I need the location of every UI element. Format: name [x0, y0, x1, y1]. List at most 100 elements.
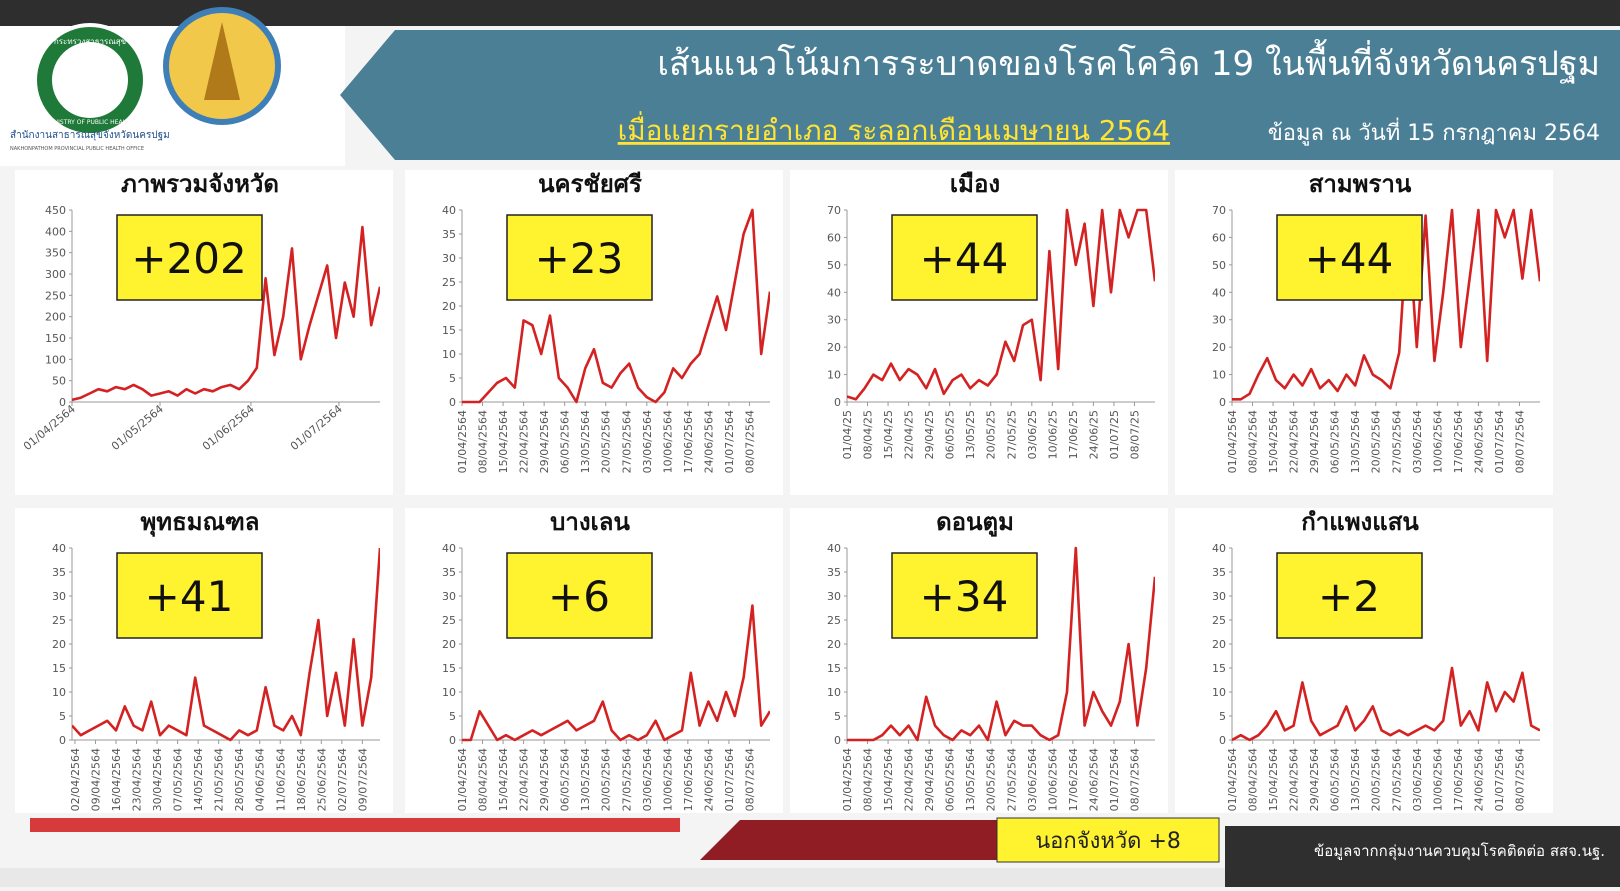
x-tick-label: 24/06/2564 — [702, 748, 715, 811]
y-tick-label: 70 — [1212, 204, 1226, 217]
x-tick-label: 06/05/2564 — [1329, 748, 1342, 811]
x-tick-label: 29/04/25 — [923, 410, 936, 459]
y-tick-label: 15 — [1212, 662, 1226, 675]
x-tick-label: 17/06/25 — [1067, 410, 1080, 459]
x-tick-label: 13/05/2564 — [579, 748, 592, 811]
x-tick-label: 06/05/2564 — [559, 748, 572, 811]
chart-title: พุทธมณฑล — [140, 508, 259, 538]
x-tick-label: 24/06/2564 — [1472, 410, 1485, 473]
y-tick-label: 35 — [442, 566, 456, 579]
x-tick-label: 08/04/2564 — [1247, 748, 1260, 811]
x-tick-label: 17/06/2564 — [1067, 748, 1080, 811]
x-tick-label: 24/06/2564 — [1472, 748, 1485, 811]
x-tick-label: 03/06/2564 — [1026, 748, 1039, 811]
x-tick-label: 20/05/2564 — [1370, 748, 1383, 811]
badge-text: +44 — [1305, 234, 1394, 283]
badge — [891, 552, 1038, 639]
y-tick-label: 0 — [1219, 734, 1226, 747]
x-tick-label: 06/05/2564 — [944, 748, 957, 811]
y-tick-label: 0 — [834, 734, 841, 747]
x-tick-label: 24/06/2564 — [702, 410, 715, 473]
x-tick-label: 08/07/2564 — [743, 748, 756, 811]
y-tick-label: 30 — [1212, 590, 1226, 603]
y-tick-label: 100 — [45, 353, 66, 366]
y-tick-label: 35 — [52, 566, 66, 579]
y-tick-label: 25 — [442, 276, 456, 289]
x-tick-label: 01/07/2564 — [1108, 748, 1121, 811]
x-tick-label: 03/06/2564 — [641, 410, 654, 473]
x-tick-label: 28/05/2564 — [233, 748, 246, 811]
x-tick-label: 22/04/2564 — [1288, 410, 1301, 473]
y-tick-label: 15 — [52, 662, 66, 675]
x-tick-label: 15/04/2564 — [1267, 748, 1280, 811]
x-tick-label: 22/04/2564 — [903, 748, 916, 811]
outside-box — [996, 817, 1220, 863]
badge-text: +2 — [1318, 572, 1380, 621]
source-note: ข้อมูลจากกลุ่มงานควบคุมโรคติดต่อ สสจ.นฐ. — [1314, 842, 1605, 861]
x-tick-label: 10/06/2564 — [1046, 748, 1059, 811]
x-tick-label: 02/07/2564 — [336, 748, 349, 811]
x-tick-label: 13/05/2564 — [579, 410, 592, 473]
x-tick-label: 17/06/2564 — [1452, 748, 1465, 811]
y-tick-label: 5 — [449, 710, 456, 723]
chart-title: ภาพรวมจังหวัด — [121, 170, 279, 198]
y-tick-label: 10 — [827, 369, 841, 382]
y-tick-label: 50 — [52, 375, 66, 388]
x-tick-label: 03/06/25 — [1026, 410, 1039, 459]
y-tick-label: 20 — [1212, 638, 1226, 651]
outside-count: นอกจังหวัด +8 — [1035, 829, 1181, 854]
x-tick-label: 08/07/2564 — [1513, 748, 1526, 811]
x-tick-label: 03/06/2564 — [641, 748, 654, 811]
y-tick-label: 25 — [52, 614, 66, 627]
badge — [116, 214, 263, 301]
x-tick-label: 20/05/2564 — [600, 748, 613, 811]
x-tick-label: 15/04/2564 — [882, 748, 895, 811]
y-tick-label: 40 — [827, 286, 841, 299]
y-tick-label: 15 — [442, 662, 456, 675]
trend-line — [1232, 666, 1540, 742]
x-tick-label: 10/06/2564 — [1431, 748, 1444, 811]
x-tick-label: 08/04/2564 — [477, 410, 490, 473]
y-tick-label: 35 — [442, 228, 456, 241]
office-name-en: NAKHONPATHOM PROVINCIAL PUBLIC HEALTH OF… — [10, 146, 144, 152]
x-tick-label: 01/04/25 — [841, 410, 854, 459]
y-tick-label: 30 — [1212, 314, 1226, 327]
x-tick-label: 01/07/2564 — [1493, 748, 1506, 811]
chart-title: นครชัยศรี — [538, 170, 642, 198]
chart-title: ดอนตูม — [936, 508, 1014, 537]
x-tick-label: 29/04/2564 — [1308, 410, 1321, 473]
x-tick-label: 10/06/25 — [1046, 410, 1059, 459]
x-tick-label: 24/06/2564 — [1087, 748, 1100, 811]
x-tick-label: 13/05/2564 — [964, 748, 977, 811]
x-tick-label: 21/05/2564 — [213, 748, 226, 811]
x-tick-label: 08/04/25 — [862, 410, 875, 459]
y-tick-label: 400 — [45, 225, 66, 238]
x-tick-label: 10/06/2564 — [1431, 410, 1444, 473]
y-tick-label: 5 — [449, 372, 456, 385]
y-tick-label: 10 — [52, 686, 66, 699]
title-banner — [340, 30, 1620, 160]
y-tick-label: 0 — [834, 396, 841, 409]
x-tick-label: 01/07/2564 — [723, 748, 736, 811]
y-tick-label: 10 — [1212, 369, 1226, 382]
badge — [506, 214, 653, 301]
trend-line — [462, 604, 770, 742]
y-tick-label: 5 — [1219, 710, 1226, 723]
x-tick-label: 27/05/25 — [1005, 410, 1018, 459]
badge — [116, 552, 263, 639]
x-tick-label: 01/04/2564 — [456, 748, 469, 811]
x-tick-label: 01/04/2564 — [1226, 410, 1239, 473]
x-tick-label: 15/04/2564 — [1267, 410, 1280, 473]
logo-text: กระทรวงสาธารณสุข — [54, 37, 126, 46]
x-tick-label: 08/07/2564 — [743, 410, 756, 473]
x-tick-label: 04/06/2564 — [254, 748, 267, 811]
ministry-logo-inner — [52, 42, 128, 118]
x-tick-label: 17/06/2564 — [682, 410, 695, 473]
x-tick-label: 30/04/2564 — [151, 748, 164, 811]
x-tick-label: 01/04/2564 — [1226, 748, 1239, 811]
x-tick-label: 03/06/2564 — [1411, 748, 1424, 811]
x-tick-label: 22/04/2564 — [518, 748, 531, 811]
x-tick-label: 22/04/2564 — [518, 410, 531, 473]
office-name: สำนักงานสาธารณสุขจังหวัดนครปฐม — [10, 130, 170, 141]
y-tick-label: 35 — [1212, 566, 1226, 579]
